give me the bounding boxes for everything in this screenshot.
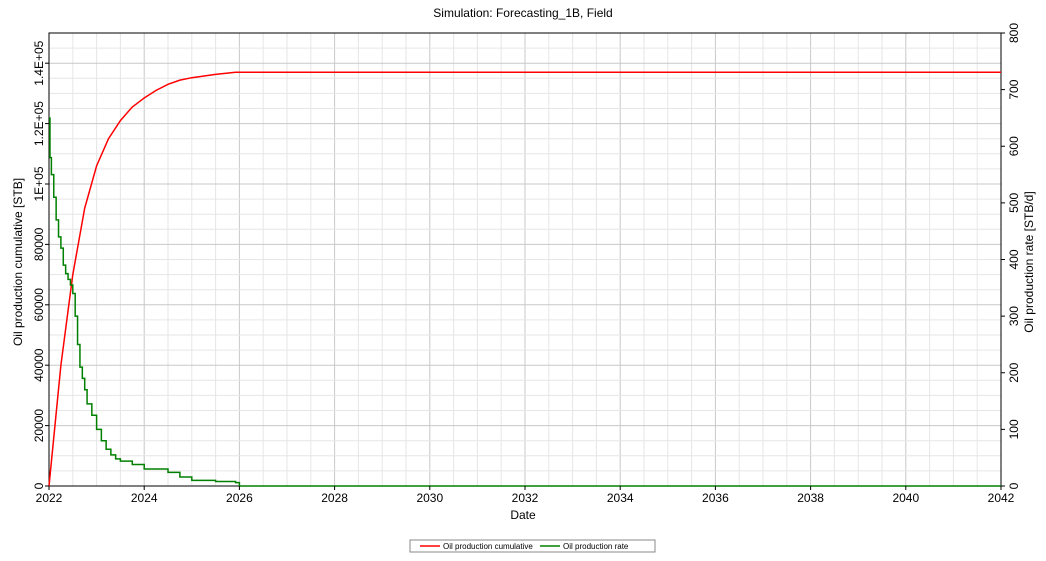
- y-right-tick-label: 100: [1007, 419, 1021, 439]
- series-line-oil-production-cumulative: [48, 71, 1001, 487]
- y-left-tick-label: 60000: [32, 288, 46, 322]
- y-right-tick-label: 300: [1007, 306, 1021, 326]
- x-axis-title: Date: [510, 508, 536, 522]
- series-layer: [48, 71, 1001, 487]
- y-left-axis-title: Oil production cumulative [STB]: [11, 178, 25, 346]
- y-right-tick-label: 0: [1007, 482, 1021, 489]
- legend-label-rate: Oil production rate: [563, 542, 629, 551]
- x-tick-label: 2038: [797, 491, 824, 505]
- x-tick-label: 2022: [36, 491, 63, 505]
- x-tick-label: 2028: [321, 491, 348, 505]
- x-tick-label: 2030: [416, 491, 443, 505]
- grid: [48, 32, 1002, 487]
- y-right-tick-label: 600: [1007, 136, 1021, 156]
- x-tick-label: 2032: [512, 491, 539, 505]
- y-left-tick-label: 1E+05: [32, 166, 46, 201]
- y-left-tick-label: 40000: [32, 348, 46, 382]
- legend-box: [409, 539, 656, 553]
- y-right-tick-label: 800: [1007, 23, 1021, 43]
- y-right-tick-label: 400: [1007, 249, 1021, 269]
- y-left-tick-label: 1.2E+05: [32, 101, 46, 146]
- y-left-tick-label: 0: [32, 482, 46, 489]
- y-left-tick-label: 20000: [32, 409, 46, 443]
- y-right-axis-title: Oil production rate [STB/d]: [1022, 191, 1036, 332]
- y-right-axis: 0 100 200 300 400 500 600 700 800: [1001, 23, 1021, 489]
- x-axis: 2022 2024 2026 2028 2030 2032 2034 2036 2038 2040…: [36, 486, 1015, 505]
- x-tick-label: 2034: [607, 491, 634, 505]
- y-left-axis: 0 20000 40000 60000 80000 1E+05 1.2E+05 1.4E+05: [32, 40, 49, 489]
- legend: Oil production cumulative Oil production…: [409, 539, 656, 553]
- legend-label-cumulative: Oil production cumulative: [443, 542, 533, 551]
- x-tick-label: 2040: [892, 491, 919, 505]
- x-tick-label: 2042: [988, 491, 1015, 505]
- y-right-tick-label: 700: [1007, 79, 1021, 99]
- y-right-tick-label: 200: [1007, 362, 1021, 382]
- y-left-tick-label: 80000: [32, 227, 46, 261]
- y-left-tick-label: 1.4E+05: [32, 40, 46, 85]
- x-tick-label: 2024: [131, 491, 158, 505]
- series-line-oil-production-rate: [49, 117, 1001, 487]
- x-tick-label: 2026: [226, 491, 253, 505]
- x-tick-label: 2036: [702, 491, 729, 505]
- y-right-tick-label: 500: [1007, 193, 1021, 213]
- chart-title: Simulation: Forecasting_1B, Field: [433, 6, 612, 20]
